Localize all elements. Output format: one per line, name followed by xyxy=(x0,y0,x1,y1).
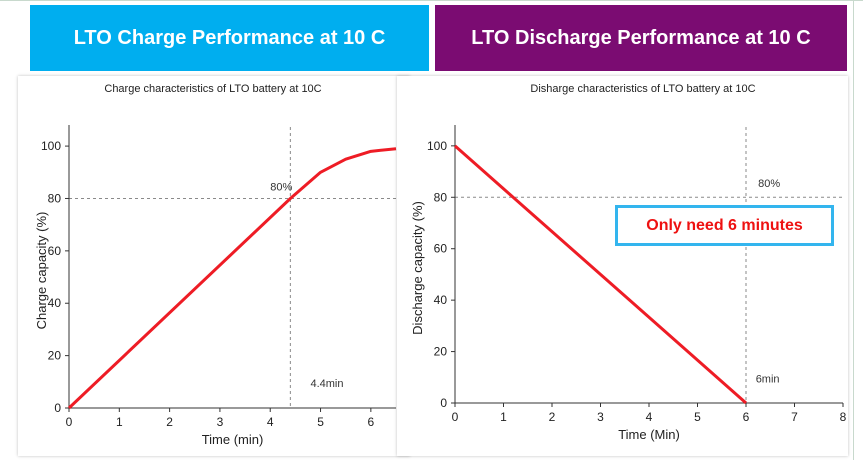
chart-annotation: 6min xyxy=(756,373,780,385)
x-tick-label: 5 xyxy=(317,415,324,429)
callout-text: Only need 6 minutes xyxy=(646,216,803,234)
y-tick-label: 20 xyxy=(434,345,448,359)
x-axis-label: Time (Min) xyxy=(618,427,680,442)
chart-title: Charge characteristics of LTO battery at… xyxy=(104,83,321,95)
charge-banner: LTO Charge Performance at 10 C xyxy=(30,5,429,71)
x-tick-label: 4 xyxy=(267,415,274,429)
charge-banner-text: LTO Charge Performance at 10 C xyxy=(73,27,386,49)
y-tick-label: 20 xyxy=(48,349,62,363)
charge-chart: Charge characteristics of LTO battery at… xyxy=(34,83,397,447)
x-tick-label: 4 xyxy=(646,410,653,424)
y-tick-label: 80 xyxy=(48,191,62,205)
y-tick-label: 60 xyxy=(434,242,448,256)
y-axis-label: Charge capacity (%) xyxy=(34,212,49,330)
x-tick-label: 6 xyxy=(743,410,750,424)
x-tick-label: 7 xyxy=(791,410,798,424)
y-tick-label: 0 xyxy=(440,396,447,410)
y-tick-label: 60 xyxy=(48,244,62,258)
x-tick-label: 3 xyxy=(217,415,224,429)
y-tick-label: 40 xyxy=(434,293,448,307)
discharge-banner: LTO Discharge Performance at 10 C xyxy=(435,5,847,71)
chart-annotation: 80% xyxy=(758,178,780,190)
x-tick-label: 1 xyxy=(116,415,123,429)
chart-annotation: 4.4min xyxy=(310,378,343,390)
x-tick-label: 0 xyxy=(66,415,73,429)
series-line xyxy=(454,144,747,405)
y-tick-label: 0 xyxy=(54,401,61,415)
y-tick-label: 80 xyxy=(434,190,448,204)
x-tick-label: 5 xyxy=(694,410,701,424)
six-minutes-callout: Only need 6 minutes xyxy=(615,205,834,246)
x-tick-label: 6 xyxy=(368,415,375,429)
series-line xyxy=(67,147,397,410)
x-tick-label: 3 xyxy=(597,410,604,424)
right-decoration-line xyxy=(853,0,854,460)
discharge-chart: Disharge characteristics of LTO battery … xyxy=(410,83,847,442)
charge-chart-panel: Charge characteristics of LTO battery at… xyxy=(18,76,410,456)
y-tick-label: 40 xyxy=(48,296,62,310)
y-tick-label: 100 xyxy=(41,139,61,153)
x-tick-label: 2 xyxy=(166,415,173,429)
chart-annotation: 80% xyxy=(270,182,292,194)
chart-title: Disharge characteristics of LTO battery … xyxy=(530,83,755,95)
x-axis-label: Time (min) xyxy=(202,432,264,447)
y-axis-label: Discharge capacity (%) xyxy=(410,201,425,335)
discharge-banner-text: LTO Discharge Performance at 10 C xyxy=(471,27,811,49)
x-tick-label: 8 xyxy=(840,410,847,424)
discharge-chart-panel: Disharge characteristics of LTO battery … xyxy=(397,76,848,456)
top-decoration-line xyxy=(0,0,863,1)
x-tick-label: 0 xyxy=(452,410,459,424)
y-tick-label: 100 xyxy=(427,139,447,153)
x-tick-label: 1 xyxy=(500,410,507,424)
x-tick-label: 2 xyxy=(549,410,556,424)
